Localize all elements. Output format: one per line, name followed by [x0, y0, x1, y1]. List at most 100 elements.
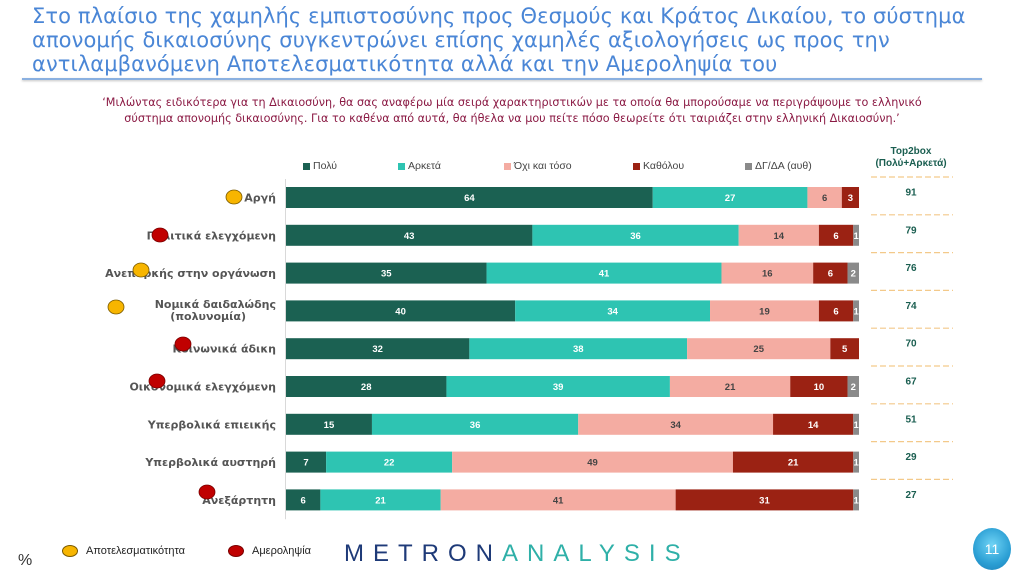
legend-item-poly: Πολύ [303, 160, 337, 172]
bar-segment [326, 451, 453, 473]
bar-segment [286, 338, 470, 360]
effectiveness-dot-icon [225, 189, 243, 205]
page-number: 11 [984, 541, 1000, 557]
impartiality-dot-icon [151, 227, 169, 243]
bar-value-label: 34 [607, 306, 618, 317]
bar-value-label: 1 [853, 306, 859, 317]
bar-segment [286, 489, 321, 511]
top2box-header: Top2box (Πολύ+Αρκετά) [868, 146, 954, 170]
legend-label: ΔΓ/ΔΑ (αυθ) [755, 160, 812, 172]
legend-label: Πολύ [313, 160, 337, 172]
footer-legend-effectiveness: Αποτελεσματικότητα [62, 545, 185, 557]
bar-value-label: 1 [853, 495, 859, 506]
bar-value-label: 21 [375, 495, 386, 506]
category-label: Αργή [244, 192, 276, 205]
bar-value-label: 19 [759, 306, 770, 317]
bar-segment [830, 338, 859, 360]
bar-segment [669, 376, 791, 397]
legend-swatch [504, 162, 511, 170]
bar-segment [853, 451, 859, 473]
bar-segment [452, 451, 733, 473]
brand-logo-part-2: ANALYSIS [502, 540, 690, 567]
bar-segment [286, 376, 447, 397]
bar-segment [687, 338, 831, 360]
bar-segment [721, 262, 814, 284]
bar-segment [847, 376, 859, 397]
bar-segment [732, 451, 854, 473]
bar-segment [853, 224, 859, 246]
bar-segment [773, 413, 854, 435]
bar-value-label: 14 [808, 420, 819, 431]
category-label: Ανεξάρτητη [202, 494, 276, 507]
bar-segment [532, 224, 739, 246]
bar-segment [853, 413, 859, 435]
bar-segment [675, 489, 854, 511]
bar-value-label: 21 [725, 382, 736, 393]
bar-segment [286, 262, 487, 284]
category-label: Πολιτικά ελεγχόμενη [147, 229, 276, 242]
bar-value-label: 41 [553, 495, 564, 506]
bar-segment [515, 300, 711, 322]
bar-value-label: 5 [842, 344, 848, 355]
footer-legend-label: Αμεροληψία [252, 545, 312, 557]
top2box-value: 74 [905, 301, 917, 312]
bar-segment [818, 300, 854, 322]
legend-swatch [398, 162, 405, 170]
top2box-value: 29 [905, 452, 917, 463]
impartiality-dot-icon [148, 373, 166, 389]
bar-value-label: 36 [470, 420, 481, 431]
brand-logo: METRONANALYSIS [344, 540, 690, 568]
bar-value-label: 36 [630, 231, 641, 242]
bar-value-label: 28 [361, 382, 372, 393]
effectiveness-dot-icon [132, 262, 150, 278]
bar-segment [286, 451, 327, 473]
bar-value-label: 34 [670, 420, 681, 431]
bar-segment [286, 413, 372, 435]
bar-segment [371, 413, 579, 435]
bar-segment [578, 413, 774, 435]
bar-segment [286, 224, 533, 246]
legend-label: Αρκετά [408, 160, 441, 172]
bar-segment [853, 300, 859, 322]
top2box-value: 70 [905, 339, 917, 350]
bar-value-label: 25 [753, 344, 764, 355]
legend-item-arketa: Αρκετά [398, 160, 441, 172]
bar-segment [286, 187, 653, 208]
category-label: Υπερβολικά αυστηρή [144, 456, 276, 469]
bar-value-label: 39 [553, 382, 564, 393]
bar-value-label: 15 [324, 420, 335, 431]
bar-value-label: 6 [828, 269, 833, 280]
category-label: Υπερβολικά επιεικής [147, 418, 276, 431]
bar-value-label: 21 [788, 458, 799, 469]
bar-value-label: 1 [853, 231, 859, 242]
bar-segment [818, 224, 854, 246]
top2box-value: 79 [905, 225, 917, 236]
question-line-1: ‘Μιλώντας ειδικότερα για τη Δικαιοσύνη, … [102, 96, 922, 109]
bar-segment [710, 300, 819, 322]
question-text: ‘Μιλώντας ειδικότερα για τη Δικαιοσύνη, … [20, 95, 1004, 127]
impartiality-dot-icon [228, 545, 244, 557]
bar-value-label: 2 [851, 382, 856, 393]
legend-swatch [303, 162, 310, 170]
bar-value-label: 6 [833, 231, 838, 242]
bar-value-label: 31 [759, 495, 770, 506]
category-label: Κοινωνικά άδικη [173, 343, 276, 356]
bar-value-label: 2 [851, 269, 856, 280]
headline: Στο πλαίσιο της χαμηλής εμπιστοσύνης προ… [32, 4, 966, 76]
bar-value-label: 41 [599, 269, 610, 280]
bar-value-label: 6 [822, 193, 827, 204]
bar-value-label: 22 [384, 458, 395, 469]
effectiveness-dot-icon [107, 299, 125, 315]
bar-value-label: 32 [372, 344, 383, 355]
footer-legend-label: Αποτελεσματικότητα [86, 545, 185, 557]
bar-segment [847, 262, 859, 284]
bar-value-label: 38 [573, 344, 584, 355]
category-label: Νομικά δαιδαλώδης (πολυνομία) [155, 298, 276, 323]
legend-swatch [633, 162, 640, 170]
bar-segment [320, 489, 441, 511]
category-label: Οικονομικά ελεγχόμενη [129, 381, 276, 394]
headline-divider [22, 78, 982, 80]
legend-label: Όχι και τόσο [514, 160, 572, 172]
page-number-badge: 11 [973, 528, 1011, 570]
effectiveness-dot-icon [62, 545, 78, 557]
